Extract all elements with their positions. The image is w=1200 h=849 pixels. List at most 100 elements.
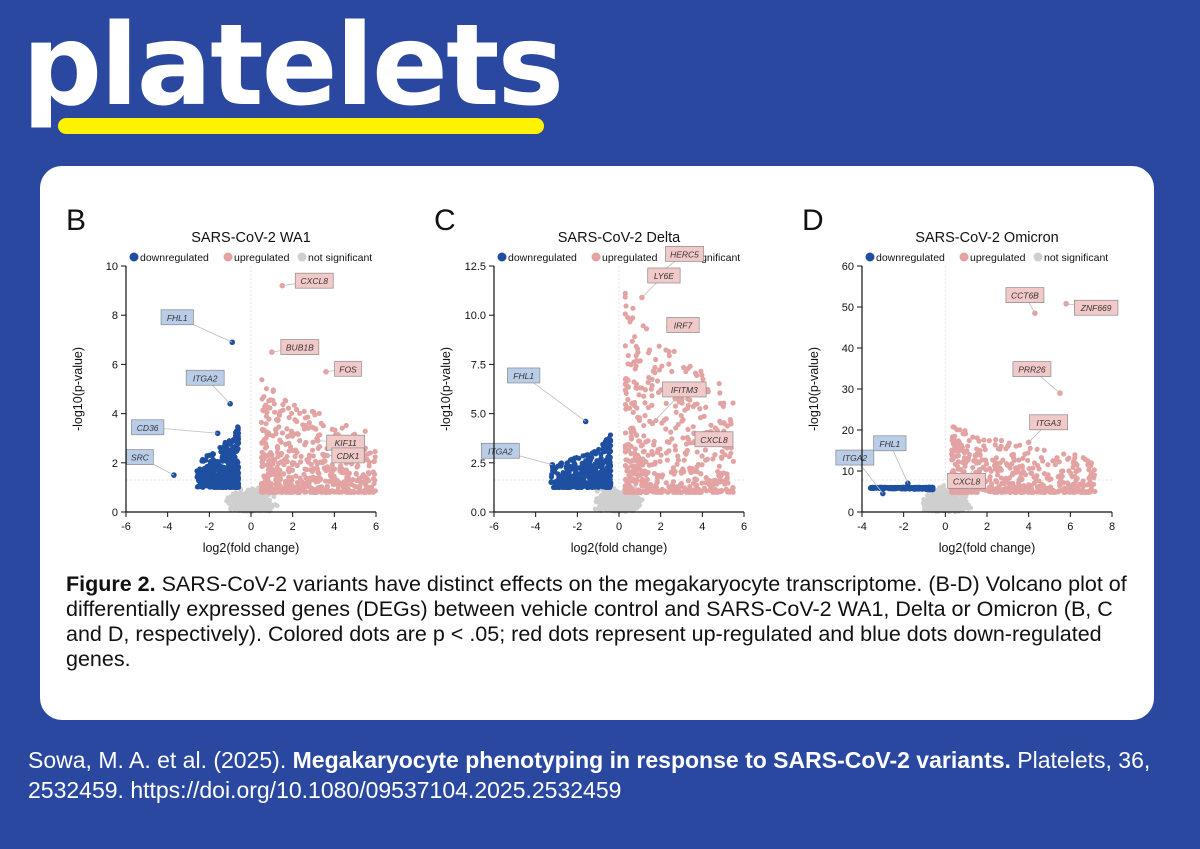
point-ns — [961, 505, 966, 511]
point-up — [712, 452, 718, 458]
point-down — [603, 439, 609, 446]
point-up — [311, 409, 317, 415]
gene-label-box — [666, 317, 700, 333]
point-down — [232, 466, 238, 472]
point-up — [364, 456, 370, 463]
point-up — [1016, 477, 1022, 483]
point-down — [570, 475, 576, 482]
point-up — [1074, 462, 1080, 468]
point-down — [213, 476, 219, 482]
point-up — [259, 377, 265, 383]
point-up — [645, 452, 651, 458]
gene-label-box — [665, 245, 704, 262]
point-up — [276, 467, 282, 473]
gene-label: IFITM3 — [671, 385, 698, 395]
point-up — [728, 450, 734, 456]
gene-label-box — [334, 360, 362, 377]
point-down — [199, 482, 205, 489]
point-up — [303, 489, 309, 495]
legend-label: not significant — [1044, 252, 1108, 264]
point-up — [1009, 461, 1015, 467]
point-up — [1048, 487, 1054, 493]
point-up — [666, 361, 672, 367]
y-tick-label: 2 — [112, 458, 118, 470]
point-up — [649, 485, 655, 492]
point-ns — [631, 505, 636, 511]
point-ns — [956, 504, 962, 510]
gene-label-box — [647, 267, 681, 284]
point-down — [598, 482, 604, 488]
point-up — [275, 454, 281, 460]
legend-label: upregulated — [234, 252, 290, 264]
gene-label-box — [480, 442, 520, 459]
x-tick-label: 4 — [331, 521, 337, 533]
point-up — [649, 393, 655, 399]
point-ns — [949, 507, 955, 513]
point-up — [329, 462, 335, 468]
point-up — [645, 404, 651, 411]
point-up — [335, 482, 341, 488]
point-up — [289, 482, 295, 488]
point-up — [304, 475, 310, 482]
point-up — [663, 426, 669, 432]
point-down — [573, 469, 580, 476]
gene-label: IRF7 — [674, 321, 693, 331]
y-tick-label: 12.5 — [465, 261, 486, 273]
point-down — [586, 484, 592, 490]
point-up — [718, 489, 724, 495]
point-up — [326, 478, 332, 485]
point-down — [217, 465, 223, 471]
point-up — [299, 479, 305, 485]
point-up — [286, 477, 292, 484]
point-ns — [966, 502, 972, 508]
point-up — [313, 489, 319, 495]
point-down — [199, 475, 205, 481]
point-up — [284, 426, 290, 432]
point-ns — [932, 500, 938, 506]
legend: downregulated upregulated not significant — [497, 252, 740, 264]
point-down — [598, 455, 604, 461]
point-up — [294, 418, 300, 425]
point-up — [991, 457, 997, 464]
point-down — [216, 459, 222, 465]
point-ns — [921, 496, 927, 502]
point-up — [717, 390, 723, 396]
point-up — [663, 400, 669, 406]
point-up — [962, 431, 969, 437]
point-up — [688, 469, 694, 476]
point-ns — [596, 507, 602, 512]
point-down — [227, 476, 233, 482]
point-up — [653, 356, 659, 363]
y-axis-label: -log10(p-value) — [71, 347, 85, 431]
point-up — [323, 468, 329, 474]
point-down — [593, 465, 599, 471]
point-up — [728, 421, 734, 427]
legend-label: upregulated — [602, 252, 658, 264]
point-down — [579, 460, 585, 466]
gene-label: BUB1B — [286, 343, 314, 353]
point-down — [195, 471, 201, 478]
point-up — [961, 455, 968, 461]
point-up — [649, 449, 655, 455]
point-down — [230, 437, 237, 444]
point-up — [700, 376, 706, 382]
legend: downregulated upregulated not significant — [865, 252, 1108, 264]
point-up — [365, 451, 371, 457]
point-up — [1073, 468, 1080, 474]
point-up — [658, 452, 664, 458]
point-up — [659, 472, 666, 478]
point-up — [644, 484, 650, 490]
point-ns — [935, 496, 941, 502]
point-up — [259, 427, 265, 433]
point-up — [663, 347, 669, 353]
gene-label-box — [294, 272, 334, 289]
point-ns — [251, 504, 256, 509]
x-tick-label: 4 — [699, 521, 705, 533]
point-up — [630, 409, 636, 416]
point-up — [692, 489, 698, 495]
point-up — [1020, 455, 1026, 461]
point-down — [585, 452, 591, 458]
point-up — [687, 465, 693, 471]
point-up — [684, 447, 690, 454]
point-down — [226, 453, 232, 459]
